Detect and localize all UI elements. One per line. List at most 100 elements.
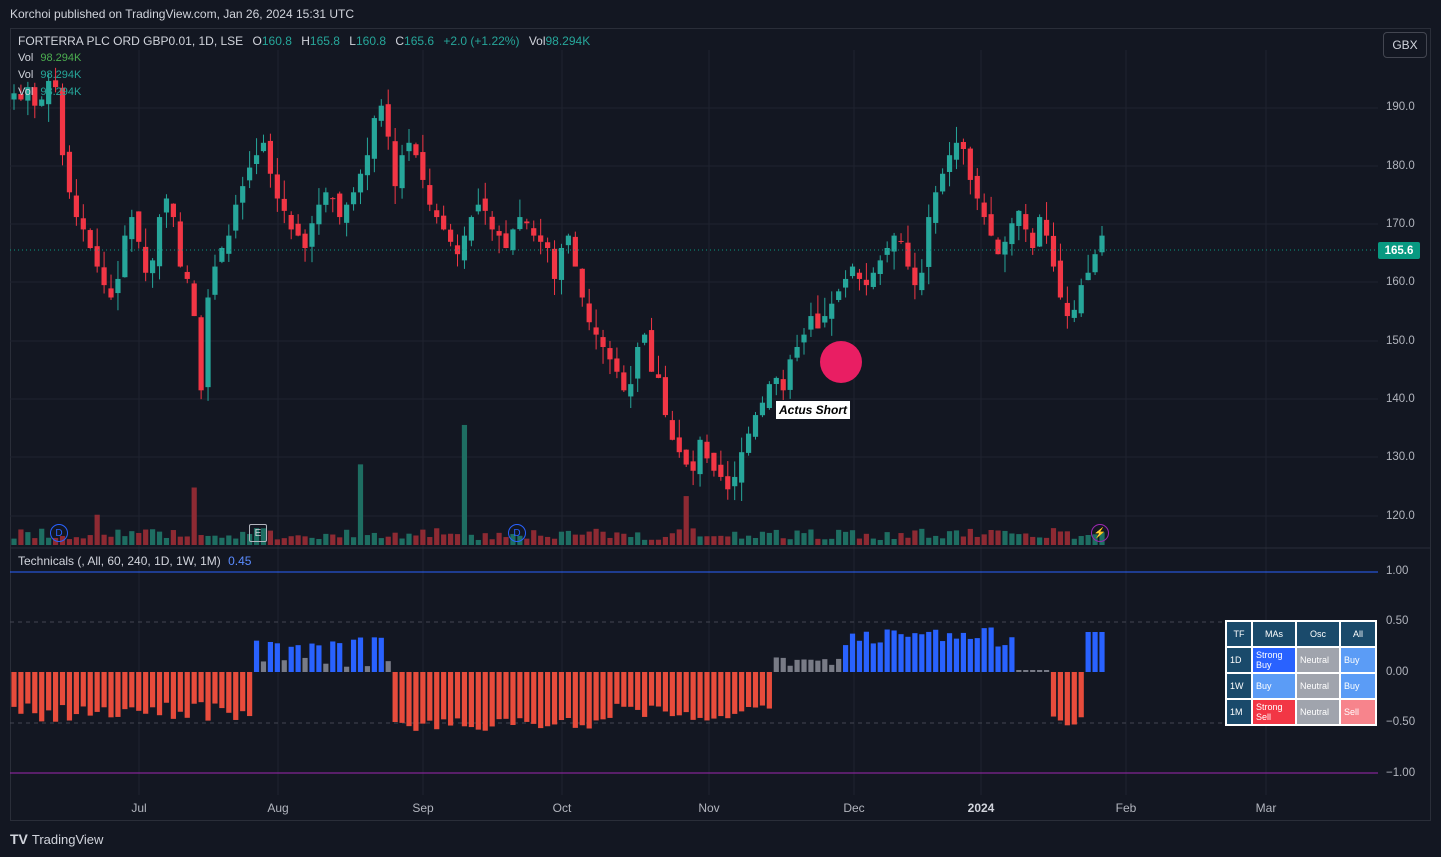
symbol-name[interactable]: FORTERRA PLC ORD GBP0.01, 1D, LSE [18, 34, 244, 48]
candle-body [344, 204, 350, 223]
volume-bar [32, 538, 38, 545]
osc-bar [357, 637, 364, 672]
candle-body [780, 379, 786, 391]
candle-body [253, 155, 260, 165]
candle-body [551, 248, 558, 279]
volume-bar [80, 538, 86, 545]
vol-line-2[interactable]: Vol 98.294K [18, 69, 81, 81]
tradingview-brand: TradingView [31, 831, 104, 847]
candle-body [1030, 232, 1036, 248]
tradingview-logo[interactable]: TV TradingView [10, 831, 103, 847]
price-axis-label: 190.0 [1386, 101, 1415, 113]
candle-body [940, 173, 946, 192]
symbol-legend[interactable]: FORTERRA PLC ORD GBP0.01, 1D, LSE O160.8… [18, 34, 590, 48]
osc-bar [863, 631, 869, 672]
candle-body [836, 291, 842, 300]
candle-body [891, 235, 897, 252]
candle-body [240, 186, 246, 203]
osc-bar [884, 629, 890, 672]
volume-bar [752, 537, 759, 545]
volume-bar [648, 539, 655, 545]
osc-bar [919, 634, 925, 672]
candle-body [662, 377, 669, 416]
volume-bar [1071, 538, 1077, 545]
osc-bar [503, 672, 509, 719]
volume-bar [198, 535, 204, 545]
osc-bar [836, 658, 842, 672]
vol-line-1[interactable]: Vol 98.294K [18, 52, 81, 64]
candle-body [39, 99, 45, 106]
candle-body [1043, 219, 1050, 236]
osc-bar [115, 672, 121, 717]
osc-bar [524, 672, 530, 722]
indicator-title[interactable]: Technicals (, All, 60, 240, 1D, 1W, 1M) [18, 554, 221, 568]
osc-bar [704, 672, 710, 721]
osc-bar [787, 665, 793, 672]
osc-axis-label: −1.00 [1386, 767, 1416, 779]
candle-body [531, 228, 537, 236]
candle-body [683, 449, 689, 465]
earnings-marker[interactable]: E [249, 524, 267, 542]
volume-bar [18, 529, 24, 545]
volume-bar [538, 535, 544, 545]
dividend-marker[interactable]: D [508, 524, 526, 542]
osc-bar [1071, 672, 1077, 725]
annotation-label[interactable]: Actus Short [775, 400, 852, 420]
volume-bar [849, 530, 856, 545]
volume-bar [468, 534, 474, 545]
volume-bar [766, 532, 772, 545]
volume-bar [697, 536, 703, 545]
candle-body [621, 372, 627, 391]
indicator-legend[interactable]: Technicals (, All, 60, 240, 1D, 1W, 1M) … [18, 554, 251, 568]
volume-bar [732, 531, 738, 545]
vol-line-value: 98.294K [40, 52, 82, 64]
candle-body [725, 476, 731, 490]
osc-bar [739, 672, 745, 712]
candle-body [378, 105, 384, 121]
osc-bar [662, 672, 669, 712]
candle-body [122, 235, 128, 278]
osc-bar [856, 640, 863, 672]
osc-bar [11, 672, 17, 707]
candle-body [953, 142, 960, 160]
vol-line-3[interactable]: Vol 98.294K [18, 86, 81, 98]
osc-bar [122, 672, 128, 710]
candle-body [149, 260, 156, 274]
candle-body [156, 217, 163, 267]
candle-body [572, 236, 578, 267]
table-cell-all: Sell [1339, 698, 1377, 726]
close-value: 165.6 [404, 34, 435, 48]
volume-bar [905, 537, 911, 545]
price-axis-label: 180.0 [1386, 160, 1415, 172]
volume-bar [302, 536, 308, 545]
osc-bar [73, 672, 79, 715]
candle-body [337, 193, 343, 218]
volume-bar [267, 530, 274, 545]
volume-bar [177, 536, 183, 545]
volume-bar [572, 534, 578, 545]
price-axis-label: 140.0 [1386, 393, 1415, 405]
candle-body [919, 272, 925, 291]
osc-bar [891, 630, 897, 672]
lightning-icon[interactable]: ⚡ [1091, 524, 1109, 542]
volume-bar [676, 529, 682, 545]
volume-bar [593, 528, 599, 545]
candle-body [503, 233, 509, 248]
volume-bar [260, 528, 267, 545]
currency-button[interactable]: GBX [1383, 32, 1427, 58]
volume-bar [718, 535, 724, 545]
volume-bar [149, 529, 156, 545]
candle-body [66, 151, 73, 193]
volume-bar [143, 529, 149, 545]
candle-body [545, 242, 551, 248]
osc-bar [489, 672, 495, 727]
table-cell-mas: Strong Sell [1251, 698, 1297, 726]
osc-bar [801, 659, 807, 672]
volume-bar [136, 532, 142, 545]
dividend-marker[interactable]: D [50, 524, 68, 542]
volume-bar [226, 535, 232, 545]
candle-body [1092, 254, 1098, 273]
candle-body [600, 337, 606, 347]
candle-body [323, 192, 329, 205]
